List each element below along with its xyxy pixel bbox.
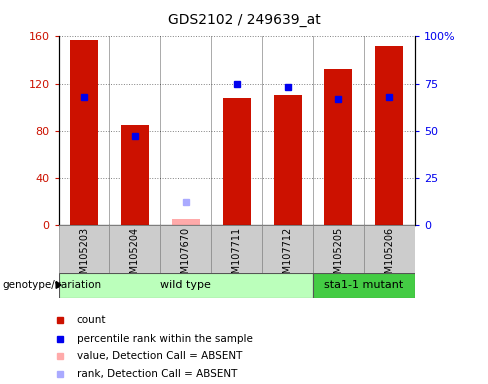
Bar bbox=[121, 125, 149, 225]
Polygon shape bbox=[56, 281, 61, 288]
Text: count: count bbox=[77, 315, 106, 325]
Bar bbox=[313, 273, 415, 298]
Bar bbox=[161, 225, 211, 273]
Text: GSM105205: GSM105205 bbox=[333, 227, 344, 286]
Bar bbox=[211, 225, 262, 273]
Text: GSM105204: GSM105204 bbox=[130, 227, 140, 286]
Bar bbox=[172, 219, 200, 225]
Bar bbox=[313, 225, 364, 273]
Bar bbox=[325, 70, 352, 225]
Text: GSM107670: GSM107670 bbox=[181, 227, 191, 286]
Text: GSM105203: GSM105203 bbox=[79, 227, 89, 286]
Bar bbox=[223, 98, 251, 225]
Bar bbox=[109, 225, 161, 273]
Text: GSM107711: GSM107711 bbox=[232, 227, 242, 286]
Text: GDS2102 / 249639_at: GDS2102 / 249639_at bbox=[167, 13, 321, 27]
Text: GSM107712: GSM107712 bbox=[283, 227, 293, 286]
Bar bbox=[274, 95, 302, 225]
Text: percentile rank within the sample: percentile rank within the sample bbox=[77, 334, 253, 344]
Bar bbox=[262, 225, 313, 273]
Text: GSM105206: GSM105206 bbox=[385, 227, 394, 286]
Bar bbox=[364, 225, 415, 273]
Bar bbox=[70, 40, 98, 225]
Bar bbox=[59, 225, 109, 273]
Text: wild type: wild type bbox=[161, 280, 211, 290]
Bar bbox=[59, 273, 313, 298]
Text: sta1-1 mutant: sta1-1 mutant bbox=[325, 280, 404, 290]
Text: genotype/variation: genotype/variation bbox=[2, 280, 102, 290]
Text: value, Detection Call = ABSENT: value, Detection Call = ABSENT bbox=[77, 351, 242, 361]
Text: rank, Detection Call = ABSENT: rank, Detection Call = ABSENT bbox=[77, 369, 237, 379]
Bar bbox=[375, 46, 404, 225]
